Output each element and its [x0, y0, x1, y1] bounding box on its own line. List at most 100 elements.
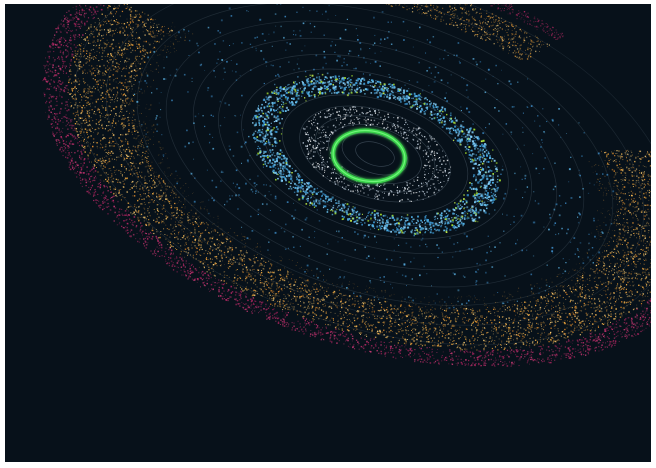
- magenta-particle: [54, 71, 57, 73]
- magenta-particle: [561, 345, 563, 347]
- magenta-particle: [500, 359, 502, 360]
- magenta-particle: [100, 4, 102, 6]
- magenta-particle: [622, 336, 623, 338]
- magenta-particle: [63, 143, 65, 145]
- gold-particle: [631, 252, 633, 254]
- gold-particle: [647, 181, 649, 183]
- magenta-particle: [265, 312, 267, 314]
- gold-particle: [419, 307, 421, 309]
- gold-particle: [509, 346, 510, 348]
- magenta-particle: [55, 87, 57, 89]
- magenta-particle: [60, 108, 62, 110]
- magenta-particle: [305, 324, 306, 326]
- magenta-particle: [227, 289, 229, 291]
- gold-particle: [614, 174, 617, 176]
- magenta-particle: [523, 349, 525, 352]
- gold-particle: [138, 210, 140, 212]
- gold-particle: [634, 263, 636, 265]
- gold-particle: [277, 305, 279, 307]
- magenta-particle: [70, 119, 72, 121]
- gold-particle: [596, 284, 598, 286]
- gold-particle: [442, 315, 444, 317]
- gold-particle: [628, 277, 630, 279]
- gold-particle: [448, 318, 450, 320]
- gold-particle: [161, 222, 162, 224]
- gold-particle: [550, 331, 552, 334]
- gold-particle: [111, 43, 113, 45]
- gold-particle: [149, 214, 151, 216]
- magenta-particle: [649, 306, 651, 307]
- gold-particle: [244, 289, 245, 291]
- gold-particle: [129, 120, 130, 121]
- gold-particle: [304, 279, 306, 281]
- gold-particle: [81, 128, 83, 131]
- gold-particle: [180, 210, 182, 212]
- gold-particle: [121, 123, 123, 125]
- magenta-particle: [408, 354, 410, 356]
- magenta-particle: [358, 342, 359, 344]
- magenta-particle: [588, 345, 590, 347]
- magenta-particle: [53, 87, 55, 89]
- magenta-particle: [624, 335, 626, 337]
- gold-particle: [111, 173, 113, 175]
- magenta-particle: [560, 358, 562, 360]
- gold-particle: [174, 237, 176, 239]
- magenta-particle: [640, 325, 642, 328]
- gold-particle: [206, 271, 208, 273]
- magenta-particle: [540, 25, 542, 27]
- gold-particle: [445, 319, 448, 322]
- gold-particle: [618, 223, 620, 224]
- gold-particle: [156, 230, 158, 233]
- gold-particle: [70, 70, 72, 72]
- magenta-particle: [59, 128, 60, 130]
- gold-particle: [487, 331, 489, 333]
- gold-particle: [160, 213, 162, 214]
- gold-particle: [141, 184, 143, 185]
- magenta-particle: [78, 26, 80, 28]
- gold-particle: [187, 247, 190, 249]
- magenta-particle: [51, 39, 54, 41]
- gold-particle: [89, 70, 91, 72]
- gold-particle: [73, 97, 75, 100]
- gold-particle: [513, 310, 516, 312]
- gold-particle: [178, 224, 180, 226]
- magenta-particle: [333, 336, 335, 338]
- gold-particle: [171, 245, 173, 247]
- gold-particle: [139, 46, 141, 48]
- magenta-particle: [477, 358, 479, 361]
- magenta-particle: [478, 350, 480, 352]
- orbital-ring-visualization: [5, 4, 651, 462]
- gold-particle: [426, 312, 428, 314]
- gold-particle: [489, 341, 491, 342]
- gold-particle: [621, 261, 623, 263]
- magenta-particle: [247, 304, 249, 307]
- magenta-particle: [574, 348, 576, 350]
- gold-particle: [112, 34, 114, 35]
- gold-particle: [96, 58, 98, 59]
- gold-particle: [245, 286, 247, 288]
- gold-particle: [357, 300, 359, 302]
- gold-particle: [619, 289, 621, 291]
- magenta-particle: [116, 216, 118, 218]
- magenta-particle: [182, 274, 184, 276]
- gold-particle: [616, 193, 618, 195]
- magenta-particle: [106, 206, 108, 208]
- gold-particle: [270, 279, 272, 281]
- magenta-particle: [513, 9, 514, 11]
- magenta-particle: [636, 313, 638, 315]
- gold-particle: [84, 147, 86, 149]
- gold-particle: [272, 299, 274, 301]
- gold-particle: [152, 30, 154, 32]
- magenta-particle: [81, 185, 83, 188]
- magenta-particle: [526, 362, 528, 364]
- gold-particle: [311, 303, 313, 305]
- gold-particle: [211, 258, 213, 260]
- gold-particle: [90, 30, 92, 33]
- magenta-particle: [625, 322, 628, 325]
- magenta-particle: [104, 201, 106, 203]
- magenta-particle: [64, 86, 66, 89]
- magenta-particle: [59, 46, 61, 49]
- gold-particle: [83, 56, 85, 58]
- magenta-particle: [312, 334, 314, 336]
- gold-particle: [635, 227, 637, 229]
